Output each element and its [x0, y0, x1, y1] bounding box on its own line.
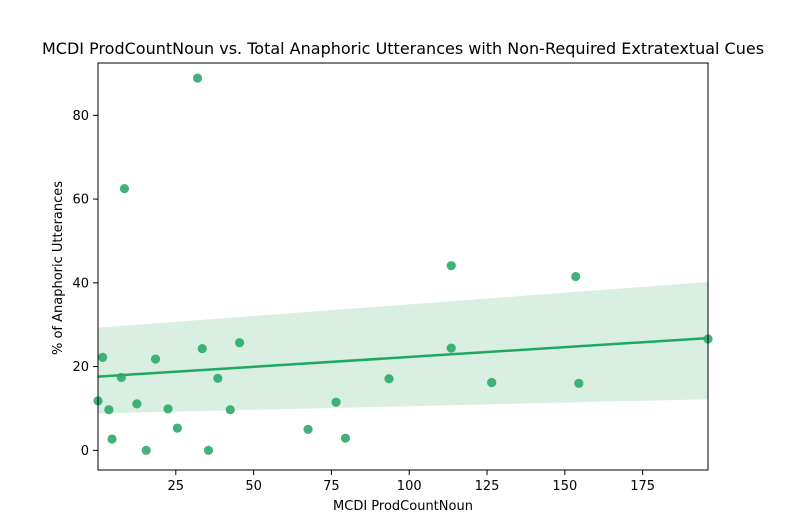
data-point — [197, 343, 207, 354]
x-tick-label: 75 — [323, 479, 340, 494]
data-point — [163, 404, 173, 414]
data-point — [331, 397, 341, 407]
confidence-band — [98, 281, 708, 414]
data-point — [384, 374, 394, 384]
x-tick-label: 100 — [397, 479, 422, 494]
data-point — [203, 445, 214, 455]
data-point — [107, 434, 117, 444]
data-point — [446, 261, 456, 271]
data-point — [303, 424, 313, 434]
data-point — [574, 378, 584, 388]
x-axis-ticks: 25 50 75 100 125 150 175 — [168, 470, 655, 494]
x-tick-label: 150 — [552, 479, 577, 494]
data-point — [98, 352, 108, 362]
data-point — [192, 73, 203, 83]
y-tick-label: 20 — [72, 360, 89, 375]
y-tick-label: 40 — [72, 276, 89, 291]
regression-line-layer — [97, 336, 709, 378]
data-point — [119, 184, 130, 194]
y-tick-label: 60 — [72, 193, 89, 208]
regression-line — [97, 336, 709, 378]
x-tick-label: 175 — [630, 479, 655, 494]
data-point — [213, 373, 223, 383]
data-point — [150, 354, 161, 364]
x-tick-label: 125 — [475, 479, 500, 494]
x-axis-label: MCDI ProdCountNoun — [333, 499, 473, 514]
data-point — [487, 377, 497, 388]
data-points-layer — [93, 73, 713, 455]
data-point — [116, 372, 126, 383]
data-point — [340, 433, 351, 443]
y-axis-ticks: 0 20 40 60 80 — [72, 109, 98, 459]
axes-frame — [97, 62, 709, 471]
data-point — [132, 399, 142, 409]
confidence-band-layer — [98, 281, 708, 414]
data-point — [104, 405, 114, 415]
y-axis-label: % of Anaphoric Utterances — [51, 181, 66, 355]
y-tick-label: 0 — [81, 444, 89, 459]
chart-title: MCDI ProdCountNoun vs. Total Anaphoric U… — [42, 39, 764, 58]
data-point — [446, 343, 456, 353]
data-point — [235, 338, 245, 348]
data-point — [225, 405, 235, 415]
data-point — [172, 423, 182, 433]
x-tick-label: 25 — [168, 479, 185, 494]
plot-frame — [97, 62, 709, 471]
data-point — [141, 445, 151, 455]
x-tick-label: 50 — [245, 479, 262, 494]
data-point — [571, 271, 581, 282]
y-tick-label: 80 — [72, 109, 89, 124]
